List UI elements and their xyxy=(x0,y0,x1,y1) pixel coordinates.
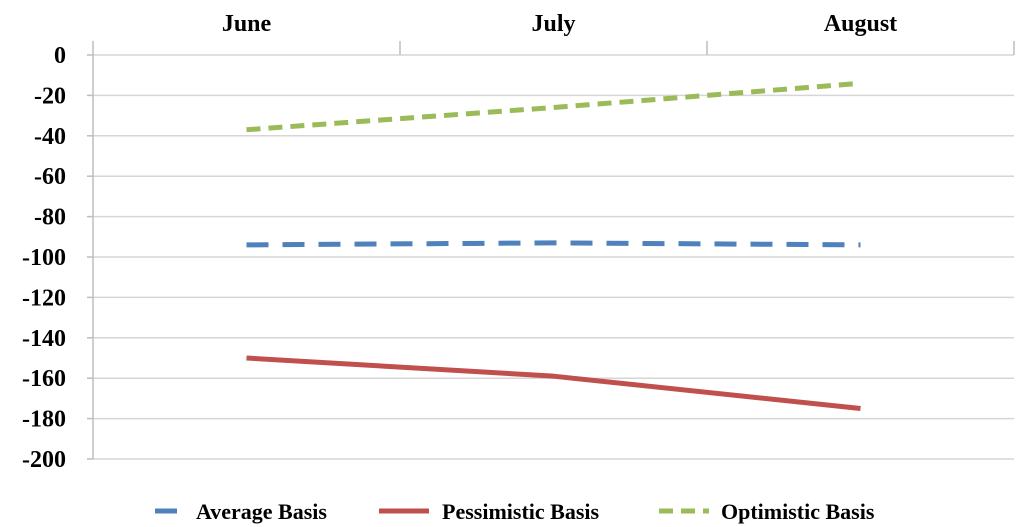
legend-item: Optimistic Basis xyxy=(659,499,875,524)
x-axis-category-labels: June July August xyxy=(222,11,897,37)
y-tick-label: 0 xyxy=(54,43,66,69)
axis-layer xyxy=(87,41,1015,460)
y-tick-label: -180 xyxy=(22,407,66,433)
data-point xyxy=(244,356,249,361)
series-line-pessimistic-basis xyxy=(246,355,861,411)
data-point xyxy=(858,242,863,247)
data-point xyxy=(244,242,249,247)
y-tick-label: -60 xyxy=(34,164,66,190)
legend-item: Average Basis xyxy=(141,499,327,524)
x-category-label: June xyxy=(222,11,272,37)
legend-item: Pessimistic Basis xyxy=(379,499,599,524)
legend-label: Average Basis xyxy=(196,499,327,524)
series-line-average-basis xyxy=(246,240,861,248)
y-tick-label: -20 xyxy=(34,83,66,109)
legend-label: Optimistic Basis xyxy=(721,499,875,524)
y-tick-label: -120 xyxy=(22,285,66,311)
data-point xyxy=(244,127,249,132)
y-tick-label: -200 xyxy=(22,447,66,473)
y-tick-label: -40 xyxy=(34,124,66,150)
data-point xyxy=(858,81,863,86)
data-point xyxy=(858,406,863,411)
data-point xyxy=(551,240,556,245)
legend-label: Pessimistic Basis xyxy=(442,499,599,524)
series-line-optimistic-basis xyxy=(246,80,861,133)
y-tick-label: -160 xyxy=(22,366,66,392)
y-tick-label: -140 xyxy=(22,326,66,352)
data-point xyxy=(551,374,556,379)
y-tick-label: -100 xyxy=(22,245,66,271)
x-category-label: July xyxy=(531,11,575,37)
series-layer xyxy=(244,80,863,411)
y-tick-label: -80 xyxy=(34,205,66,231)
grid-layer xyxy=(93,54,1014,460)
x-category-label: August xyxy=(824,11,897,37)
data-point xyxy=(551,105,556,110)
y-axis-tick-labels: 0 -20 -40 -60 -80 -100 -120 -140 -160 -180 -200 xyxy=(22,43,66,473)
legend: Average Basis Pessimistic Basis Optimistic… xyxy=(141,499,875,524)
